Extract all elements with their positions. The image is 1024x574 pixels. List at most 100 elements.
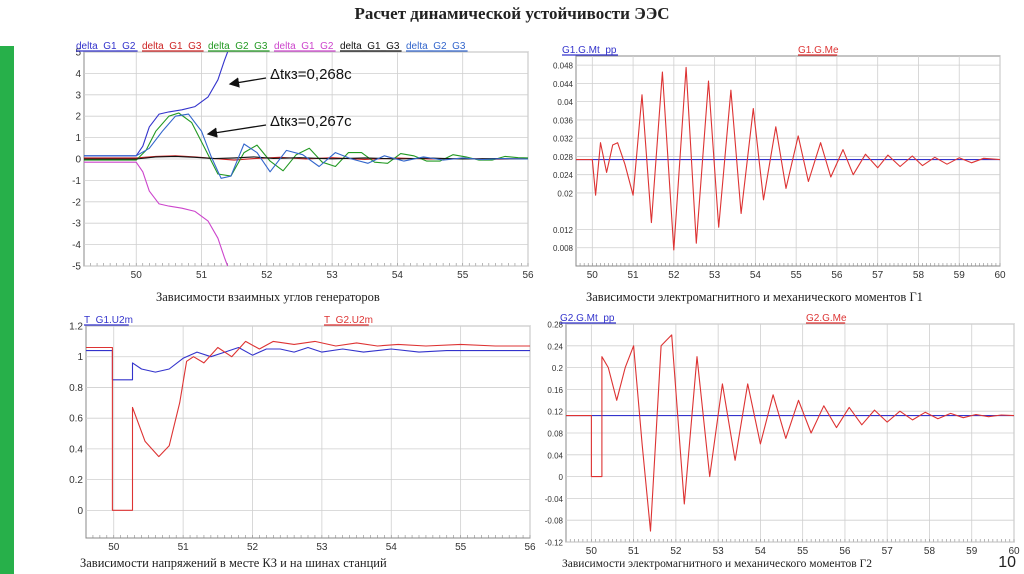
chart-panel-voltages: 50 51 52 53 54 55 56 0 0.2 0.4 0.6 0.8 1 1.2 T_G1.U2m T… [60,310,536,560]
legend-label: T_G2.U2m [324,315,373,326]
y-tick-label: 0.024 [553,171,574,180]
x-tick-label: 53 [709,270,721,281]
x-tick-label: 50 [586,546,598,557]
y-tick-label: 1 [75,133,81,144]
x-tick-label: 55 [455,542,467,553]
legend-item: G2.G.Mt_pp [560,313,616,324]
x-tick-label: 52 [247,542,259,553]
y-tick-label: 0.24 [547,342,563,351]
legend-label: T_G1.U2m [84,315,133,326]
x-tick-label: 58 [924,546,936,557]
series-line-g2-g-me [566,334,1014,532]
x-tick-label: 58 [913,270,925,281]
y-tick-label: 3 [75,90,81,101]
chart-svg-0: 50 51 52 53 54 55 56-5-4-3-2-1012345delta_G1_G… [72,41,534,281]
legend-item: delta_G2_G3 [208,41,270,52]
annotation-tkz-0268: Δtкз=0,268с [270,66,352,83]
y-tick-label: 0.6 [69,414,83,425]
y-tick-label: 0.04 [557,98,573,107]
y-tick-label: 0 [75,155,81,166]
x-tick-label: 60 [994,270,1006,281]
x-tick-label: 53 [327,270,339,281]
x-tick-label: 52 [261,270,273,281]
legend-item: G1.G.Me [798,45,839,56]
y-tick-label: 5 [75,48,81,59]
series-line-delta-g2-g3 [84,113,528,179]
y-tick-label: -0.04 [545,495,564,504]
series-line-delta-g1-g2 [84,52,229,157]
x-tick-label: 56 [524,542,536,553]
y-tick-label: 0.16 [547,386,563,395]
x-tick-label: 52 [668,270,680,281]
y-tick-label: -2 [72,197,81,208]
x-tick-label: 54 [386,542,398,553]
chart-caption-moments-g1: Зависимости электромагнитного и механиче… [586,290,923,304]
y-tick-label: 0.28 [547,321,563,330]
legend-label: delta_G2_G3 [208,41,268,52]
x-tick-label: 51 [178,542,190,553]
y-tick-label: 0 [77,506,83,517]
y-tick-label: 0.2 [69,475,83,486]
x-tick-label: 54 [755,546,767,557]
x-tick-label: 53 [713,546,725,557]
legend-item: delta_G2_G3 [406,41,468,52]
x-tick-label: 59 [966,546,978,557]
slide-title: Расчет динамической устойчивости ЭЭС [354,4,670,23]
x-tick-label: 56 [831,270,843,281]
x-tick-label: 50 [587,270,599,281]
legend-item: delta_G1_G2 [76,41,138,52]
y-tick-label: 0.036 [553,116,574,125]
y-tick-label: 0.08 [547,430,563,439]
legend-label: delta_G1_G3 [142,41,202,52]
series-line-delta-g1-g2 [84,161,229,266]
y-tick-label: 0.02 [557,189,573,198]
x-tick-label: 51 [196,270,208,281]
y-tick-label: -4 [72,240,81,251]
chart-panel-moments-g1: 50 51 52 53 54 55 56 57 58 59 60 0.008 0.012 0.02 0.02… [540,40,1006,290]
y-tick-label: 0.032 [553,135,574,144]
x-tick-label: 51 [628,270,640,281]
y-tick-label: -0.12 [545,539,564,548]
legend-item: delta_G1_G3 [340,41,402,52]
y-tick-label: 0.12 [547,408,563,417]
x-tick-label: 59 [954,270,966,281]
side-accent-bar [0,46,14,574]
y-tick-label: 0 [559,473,564,482]
x-tick-label: 50 [131,270,143,281]
legend-label: G1.G.Me [798,45,839,56]
x-tick-label: 60 [1008,546,1020,557]
y-tick-label: 0.008 [553,244,574,253]
legend-label: delta_G2_G3 [406,41,466,52]
legend-item: T_G1.U2m [84,315,133,326]
y-tick-label: 0.04 [547,451,563,460]
x-tick-label: 54 [750,270,762,281]
chart-caption-angles: Зависимости взаимных углов генераторов [156,290,380,304]
series-line-t-g1-u2m [86,346,530,381]
y-tick-label: 0.2 [552,364,564,373]
series-line-delta-g1-g3 [84,155,528,160]
x-tick-label: 57 [872,270,884,281]
page-number: 10 [998,554,1016,571]
legend-item: G2.G.Me [806,313,847,324]
annotation-tkz-0267: Δtкз=0,267с [270,113,352,130]
legend-item: delta_G1_G3 [142,41,204,52]
y-tick-label: -5 [72,262,81,273]
x-tick-label: 51 [628,546,640,557]
chart-caption-moments-g2: Зависимости электромагнитного и механиче… [562,558,872,570]
chart-caption-voltages: Зависимости напряжений в месте КЗ и на ш… [80,556,387,570]
legend-label: delta_G1_G3 [340,41,400,52]
y-tick-label: -0.08 [545,517,564,526]
chart-svg-2: 50 51 52 53 54 55 56 0 0.2 0.4 0.6 0.8 1 1.2T_G1.U2m T… [69,315,536,553]
legend-label: G2.G.Me [806,313,847,324]
x-tick-label: 55 [791,270,803,281]
x-tick-label: 52 [670,546,682,557]
y-tick-label: 0.4 [69,444,83,455]
y-tick-label: 1.2 [69,322,83,333]
x-tick-label: 57 [882,546,894,557]
legend-label: delta_G1_G2 [274,41,334,52]
y-tick-label: 0.012 [553,226,574,235]
x-tick-label: 55 [457,270,469,281]
x-tick-label: 53 [316,542,328,553]
y-tick-label: 0.8 [69,383,83,394]
series-line-t-g2-u2m [86,340,530,511]
